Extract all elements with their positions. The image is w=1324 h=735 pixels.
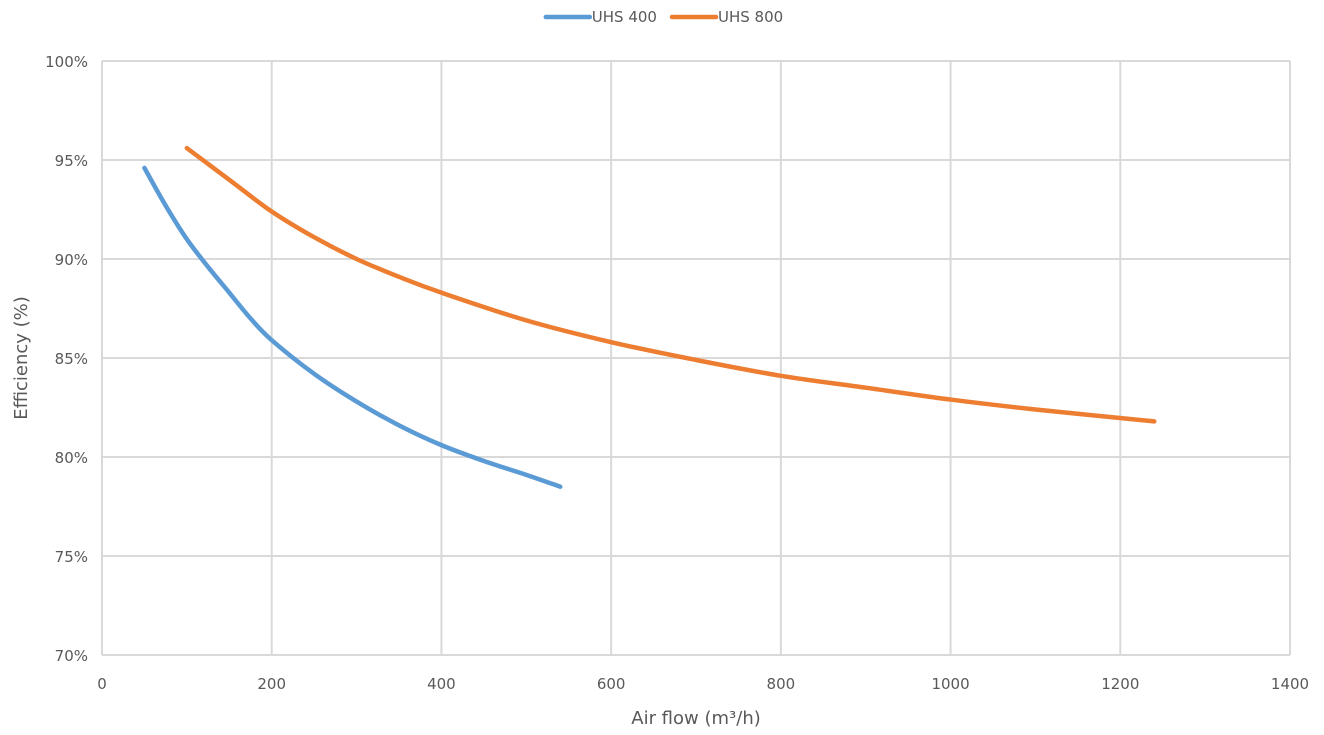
y-tick-label: 95% [55,152,88,170]
y-tick-label: 85% [55,350,88,368]
x-tick-label: 0 [97,675,107,693]
legend-label: UHS 400 [592,8,657,26]
legend-label: UHS 800 [718,8,783,26]
grid [101,60,1291,656]
y-tick-label: 100% [45,53,88,71]
legend: UHS 400 UHS 800 [543,8,783,26]
series-lines [142,145,1157,489]
y-tick-label: 75% [55,548,88,566]
x-tick-label: 400 [427,675,456,693]
y-tick-label: 90% [55,251,88,269]
x-tick-label: 200 [257,675,286,693]
y-tick-label: 70% [55,647,88,665]
x-tick-label: 1000 [931,675,969,693]
x-axis-title: Air flow (m³/h) [631,708,761,729]
series-line-1 [184,145,1157,424]
x-tick-label: 600 [597,675,626,693]
x-tick-label: 1200 [1101,675,1139,693]
x-tick-label: 1400 [1271,675,1309,693]
y-axis-title: Efficiency (%) [11,296,32,420]
series-line-0 [142,165,563,489]
y-tick-label: 80% [55,449,88,467]
x-tick-label: 800 [767,675,796,693]
tick-labels: 0 200 400 600 800 1000 1200 1400 70% 75% 80% 85% 90%… [45,53,1309,693]
